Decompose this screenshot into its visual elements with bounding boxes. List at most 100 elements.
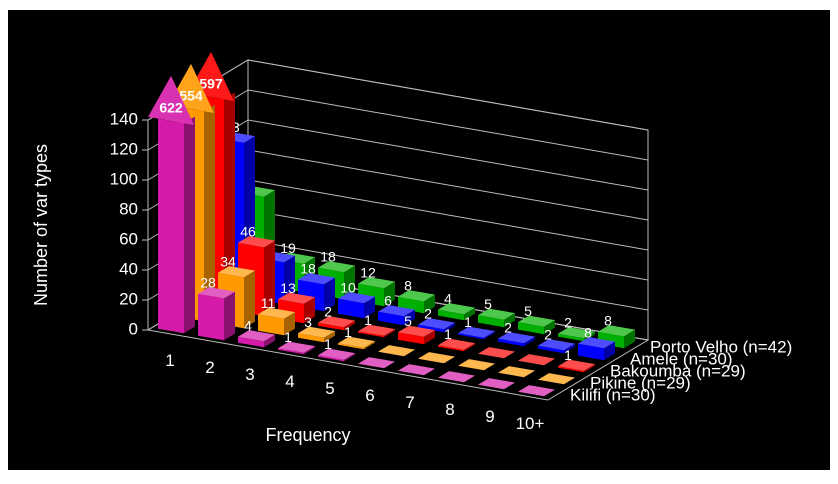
bar [418, 352, 455, 364]
bar-front [578, 343, 604, 361]
bar [498, 366, 535, 378]
value-label: 4 [244, 317, 252, 333]
bar-side [304, 297, 315, 324]
value-label: 28 [200, 274, 216, 290]
value-label: 1 [464, 314, 472, 330]
bar-side [544, 320, 555, 335]
bar-side [384, 329, 395, 338]
bar-front [198, 293, 224, 341]
legend-label: Pikine (n=29) [590, 373, 691, 392]
value-label: 1 [564, 347, 572, 363]
bar-top [238, 330, 275, 342]
bar-front [458, 333, 484, 340]
value-label: 622 [159, 100, 183, 116]
bar-front [558, 333, 584, 342]
bar-side [624, 329, 635, 349]
bar [338, 292, 375, 319]
bar-side [244, 270, 255, 329]
bar-side [504, 313, 515, 328]
bar-side [604, 341, 615, 361]
bar-front [498, 338, 524, 347]
bar-side [464, 343, 475, 352]
x-tick-label: 1 [165, 351, 174, 370]
y-tick-label: 20 [119, 289, 138, 308]
bar-top [398, 364, 435, 376]
bar-side [524, 336, 535, 347]
legend-label: Bakoumba (n=29) [610, 361, 746, 380]
bar [318, 316, 355, 331]
bar-top [558, 359, 595, 371]
arrow-head [148, 75, 194, 125]
value-label: 597 [199, 76, 223, 92]
bar-side [224, 92, 235, 310]
bar-top [378, 305, 415, 317]
bar-top [298, 326, 335, 338]
bar [538, 339, 575, 354]
value-label: 34 [220, 253, 236, 269]
bar-side [284, 312, 295, 336]
bar-top [318, 261, 355, 273]
bar-front [518, 322, 544, 335]
y-axis-title: Number of var types [31, 144, 51, 306]
bar-side [444, 322, 455, 333]
bar-front [358, 331, 384, 338]
bar-top [358, 324, 395, 336]
bar [538, 373, 575, 385]
bar [458, 326, 495, 340]
bar [378, 305, 415, 326]
bar-top [518, 354, 555, 366]
y-tick-label: 40 [119, 259, 138, 278]
bar-top [538, 339, 575, 351]
bar-top [498, 332, 535, 344]
bar-side [204, 104, 215, 322]
bar-top [238, 236, 275, 248]
bar-top [258, 307, 295, 319]
bar-top [598, 325, 635, 337]
bar [338, 336, 375, 350]
value-label: 8 [584, 324, 592, 340]
bar [478, 378, 515, 390]
bar [398, 364, 435, 376]
bar [418, 318, 455, 333]
x-tick-label: 8 [445, 400, 454, 419]
bar [558, 359, 595, 373]
bar [518, 385, 555, 397]
bar [458, 359, 495, 371]
bar-top [538, 373, 575, 385]
bar-front [278, 348, 304, 355]
bar-top [398, 290, 435, 302]
bar-top [558, 327, 595, 339]
bar-front [338, 298, 364, 319]
y-tick-label: 80 [119, 199, 138, 218]
bar-top [478, 347, 515, 359]
bar-top [358, 357, 395, 369]
bar-top [478, 378, 515, 390]
bar-top [378, 345, 415, 357]
bar-top [218, 266, 255, 278]
value-label: 2 [424, 305, 432, 321]
y-tick-label: 0 [129, 319, 138, 338]
bar-top [578, 337, 615, 349]
bar-top [478, 308, 515, 320]
bar-side [184, 116, 195, 334]
bar-top [438, 371, 475, 383]
bar-side [384, 281, 395, 307]
bar [358, 324, 395, 338]
bar-side [224, 291, 235, 341]
bar-side [364, 341, 375, 350]
bar-side [424, 330, 435, 345]
bar-side [324, 331, 335, 343]
bar-top [358, 277, 395, 289]
value-label: 3 [304, 314, 312, 330]
bar-top [498, 366, 535, 378]
y-tick-label: 60 [119, 229, 138, 248]
bar-front [158, 118, 184, 334]
legend-label: Kilifi (n=30) [570, 385, 656, 404]
bar-side [264, 334, 275, 348]
bar [298, 326, 335, 343]
bar [398, 325, 435, 345]
value-label: 8 [404, 277, 412, 293]
x-tick-label: 7 [405, 393, 414, 412]
